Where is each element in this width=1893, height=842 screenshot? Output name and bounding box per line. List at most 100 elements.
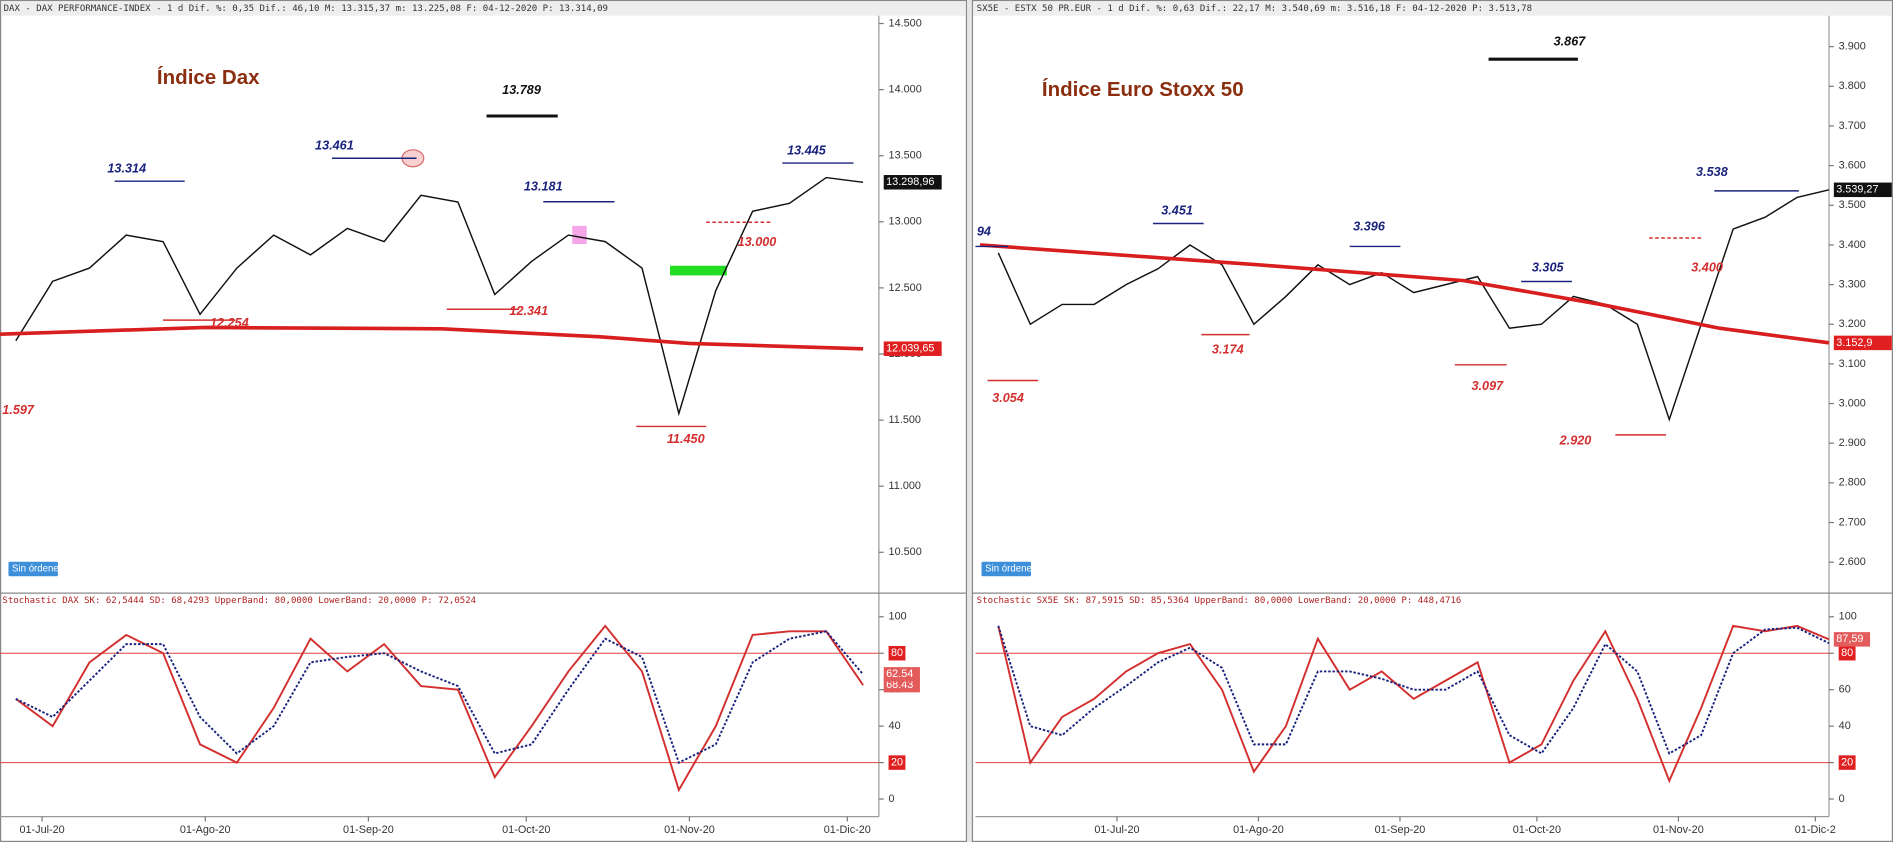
header-text: Stochastic SX5E SK: 87,5915 SD: 85,5364 … (977, 596, 1462, 606)
y-tick-label: 3.700 (1839, 120, 1866, 132)
y-tick-label: 3.400 (1839, 239, 1866, 251)
band-label: 80 (891, 647, 903, 659)
annotation: 13.445 (787, 143, 827, 157)
x-tick-label: 01-Jul-20 (19, 824, 64, 836)
annotation: 2.920 (1559, 433, 1592, 447)
value-badge-label: 3.152,9 (1836, 337, 1872, 349)
value-badge-label: 87,59 (1836, 633, 1863, 645)
y-tick-label: 0 (1839, 793, 1845, 805)
y-tick-label: 2.600 (1839, 556, 1866, 568)
y-tick-label: 100 (1839, 611, 1857, 623)
stochastic-line (997, 624, 1830, 784)
moving-average (979, 243, 1830, 345)
value-badge-label: 13.298,96 (886, 176, 934, 188)
value-badge (883, 667, 920, 682)
price-line (15, 176, 864, 417)
annotation: 13.000 (738, 235, 777, 249)
y-tick-label: 0 (889, 793, 895, 805)
y-tick-label: 14.500 (889, 17, 922, 29)
stochastic-line (15, 630, 864, 764)
y-tick-label: 3.900 (1839, 41, 1866, 53)
y-tick-label: 40 (1839, 720, 1851, 732)
y-tick-label: 13.500 (889, 150, 922, 162)
y-tick-label: 100 (889, 611, 907, 623)
annotation: 3.451 (1161, 204, 1193, 218)
value-badge-label: 68.43 (886, 679, 913, 691)
y-tick-label: 2.900 (1839, 437, 1866, 449)
value-badge (1833, 335, 1892, 351)
y-tick-label: 3.800 (1839, 80, 1866, 92)
highlight-box (572, 225, 587, 245)
header-text: SX5E - ESTX 50 PR.EUR - 1 d Dif. %: 0,63… (977, 4, 1532, 14)
header-bar (973, 1, 1892, 16)
value-badge (883, 175, 942, 190)
orders-button[interactable]: Sin órdenes (12, 564, 64, 575)
y-tick-label: 3.300 (1839, 278, 1866, 290)
x-tick-label: 01-Oct-20 (502, 824, 550, 836)
y-tick-label: 3.200 (1839, 318, 1866, 330)
y-tick-label: 3.500 (1839, 199, 1866, 211)
annotation: 3.396 (1353, 219, 1386, 233)
annotation: 3.174 (1212, 343, 1244, 357)
annotation: 12.254 (210, 316, 249, 330)
band-badge (1838, 645, 1856, 661)
x-tick-label: 01-Sep-20 (343, 824, 394, 836)
value-badge-label: 3.539,27 (1836, 184, 1878, 196)
x-tick-label: 01-Dic-20 (824, 824, 871, 836)
annotation: 3.097 (1472, 379, 1505, 393)
annotation: 12.341 (509, 304, 548, 318)
left-panel (0, 0, 968, 842)
band-label: 80 (1841, 647, 1853, 659)
annotation: 1.597 (2, 403, 35, 417)
annotation: 94 (977, 224, 991, 238)
right-panel (971, 0, 1893, 842)
header-bar (1, 1, 966, 16)
x-tick-label: 01-Oct-20 (1513, 824, 1561, 836)
orders-button[interactable] (981, 561, 1032, 577)
y-tick-label: 3.600 (1839, 159, 1866, 171)
header-text: Stochastic DAX SK: 62,5444 SD: 68,4293 U… (2, 596, 476, 606)
y-tick-label: 2.800 (1839, 477, 1866, 489)
y-tick-label: 60 (1839, 684, 1851, 696)
value-badge-label: 12.039,65 (886, 343, 934, 355)
band-badge (888, 645, 906, 661)
y-tick-label: 2.700 (1839, 516, 1866, 528)
x-tick-label: 01-Sep-20 (1375, 824, 1426, 836)
annotation: 13.314 (107, 161, 146, 175)
header-text: DAX - DAX PERFORMANCE-INDEX - 1 d Dif. %… (4, 4, 608, 14)
band-badge (888, 755, 906, 770)
price-line (997, 189, 1830, 422)
orders-button[interactable] (8, 561, 58, 577)
x-tick-label: 01-Nov-20 (664, 824, 715, 836)
annotation: 3.305 (1532, 261, 1565, 275)
x-tick-label: 01-Nov-20 (1653, 824, 1704, 836)
chart-title: Índice Dax (157, 66, 260, 89)
value-badge (1833, 632, 1871, 647)
band-label: 20 (891, 756, 903, 768)
annotation: 3.867 (1554, 35, 1587, 49)
highlight-box (670, 265, 727, 276)
orders-button[interactable]: Sin órdenes (985, 564, 1037, 575)
moving-average (0, 325, 864, 351)
y-tick-label: 11.000 (889, 480, 921, 492)
y-tick-label: 13.000 (889, 216, 922, 228)
value-badge (1833, 182, 1892, 198)
annotation: 3.400 (1691, 261, 1723, 275)
x-tick-label: 01-Jul-20 (1094, 824, 1139, 836)
y-tick-label: 10.500 (889, 546, 922, 558)
stochastic-line (997, 625, 1830, 755)
band-label: 20 (1841, 756, 1853, 768)
band-badge (1838, 755, 1856, 770)
annotation: 3.538 (1696, 165, 1729, 179)
x-tick-label: 01-Ago-20 (180, 824, 231, 836)
y-tick-label: 40 (889, 720, 901, 732)
value-badge (883, 341, 942, 356)
annotation: 3.054 (992, 391, 1024, 405)
y-tick-label: 14.000 (889, 83, 922, 95)
x-tick-label: 01-Ago-20 (1233, 824, 1284, 836)
annotation: 13.461 (315, 139, 354, 153)
x-tick-label: 01-Dic-2 (1795, 824, 1836, 836)
annotation: 13.789 (502, 83, 541, 97)
y-tick-label: 12.500 (889, 282, 922, 294)
